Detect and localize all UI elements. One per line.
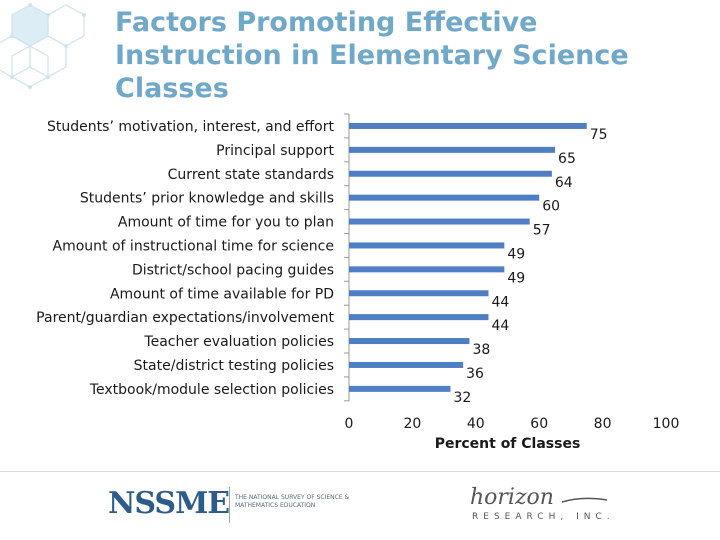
bar [349,314,489,321]
chart-title: Factors Promoting Effective Instruction … [115,7,629,104]
category-label: Students’ prior knowledge and skills [80,191,334,207]
bar-chart: Students’ motivation, interest, and effo… [36,113,680,452]
hexagon-decoration [0,3,86,89]
nssme-subtitle: THE NATIONAL SURVEY OF SCIENCE & MATHEMA… [235,494,350,509]
horizon-subtitle: RESEARCH, INC. [472,512,615,522]
x-tick-label: 100 [653,416,680,432]
bar [349,290,489,297]
x-tick-label: 0 [345,416,354,432]
category-label: Amount of time available for PD [110,286,334,302]
category-label: Students’ motivation, interest, and effo… [47,119,334,135]
data-label: 49 [507,246,525,262]
footer-divider [0,471,720,472]
category-label: Current state standards [168,167,334,183]
category-label: State/district testing policies [134,358,334,374]
data-label: 64 [555,175,573,191]
category-label: Principal support [216,143,334,159]
bar [349,122,587,129]
bar [349,194,540,201]
bar [349,361,464,368]
bar [349,266,505,273]
category-label: Amount of time for you to plan [118,215,334,231]
x-tick-label: 40 [467,416,485,432]
x-tick-label: 20 [403,416,421,432]
data-label: 36 [466,366,484,382]
x-axis-label: Percent of Classes [435,436,581,452]
data-label: 75 [590,127,608,143]
bar [349,170,552,177]
data-label: 44 [491,318,509,334]
data-label: 65 [558,151,576,167]
logo-separator [229,487,230,523]
category-label: Textbook/module selection policies [89,382,334,398]
data-label: 44 [491,294,509,310]
horizon-logo-text: horizon [470,485,554,510]
nssme-logo: NSSME [108,486,230,521]
category-label: Amount of instructional time for science [53,238,334,254]
bar [349,242,505,249]
category-label: Teacher evaluation policies [143,334,334,350]
x-tick-label: 80 [594,416,612,432]
data-label: 32 [453,390,471,406]
data-label: 60 [542,199,560,215]
horizon-logo: horizon [470,485,608,510]
x-tick-label: 60 [530,416,548,432]
bar [349,146,556,153]
bar [349,338,470,345]
bar [349,218,530,225]
category-label: District/school pacing guides [132,262,334,278]
category-label: Parent/guardian expectations/involvement [36,310,334,326]
data-label: 49 [507,270,525,286]
data-label: 38 [472,342,490,358]
data-label: 57 [533,223,551,239]
bar [349,385,451,392]
